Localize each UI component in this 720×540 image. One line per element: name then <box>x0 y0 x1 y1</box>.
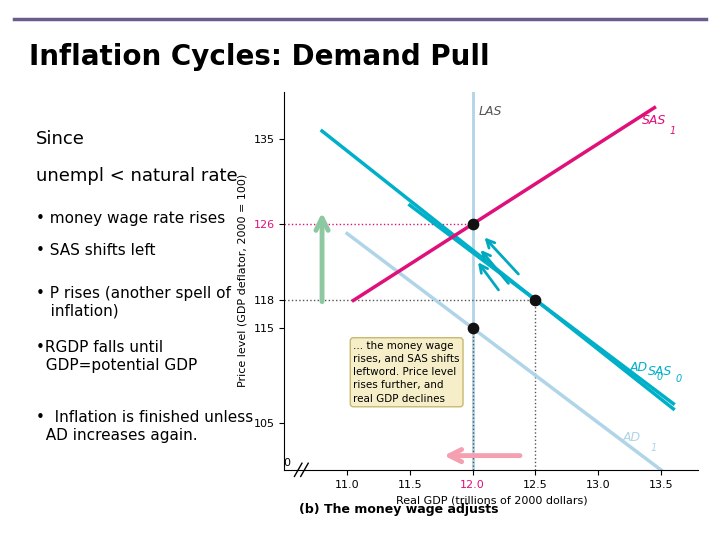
Text: 0: 0 <box>284 458 290 468</box>
Text: AD: AD <box>629 361 647 374</box>
Text: 1: 1 <box>651 443 657 453</box>
Text: •  Inflation is finished unless
  AD increases again.: • Inflation is finished unless AD increa… <box>36 410 253 443</box>
Text: ... the money wage
rises, and SAS shifts
leftword. Price level
rises further, an: ... the money wage rises, and SAS shifts… <box>354 341 460 403</box>
Text: • P rises (another spell of
   inflation): • P rises (another spell of inflation) <box>36 286 231 319</box>
X-axis label: Real GDP (trillions of 2000 dollars): Real GDP (trillions of 2000 dollars) <box>395 495 588 505</box>
Text: Inflation Cycles: Demand Pull: Inflation Cycles: Demand Pull <box>29 43 490 71</box>
Text: 0: 0 <box>657 372 663 382</box>
Y-axis label: Price level (GDP deflator, 2000 = 100): Price level (GDP deflator, 2000 = 100) <box>238 174 248 387</box>
Point <box>529 295 541 304</box>
Text: (b) The money wage adjusts: (b) The money wage adjusts <box>299 503 498 516</box>
Text: • money wage rate rises: • money wage rate rises <box>36 211 225 226</box>
Point <box>467 220 478 228</box>
Text: •RGDP falls until
  GDP=potential GDP: •RGDP falls until GDP=potential GDP <box>36 340 197 373</box>
Text: AD: AD <box>623 431 642 444</box>
Text: SAS: SAS <box>642 114 666 127</box>
Text: unempl < natural rate: unempl < natural rate <box>36 167 238 185</box>
Text: LAS: LAS <box>479 105 503 118</box>
Point <box>467 323 478 332</box>
Text: Since: Since <box>36 130 85 147</box>
Text: 0: 0 <box>676 374 682 384</box>
Text: SAS: SAS <box>648 364 672 377</box>
Text: 1: 1 <box>670 126 676 136</box>
Text: • SAS shifts left: • SAS shifts left <box>36 243 156 258</box>
